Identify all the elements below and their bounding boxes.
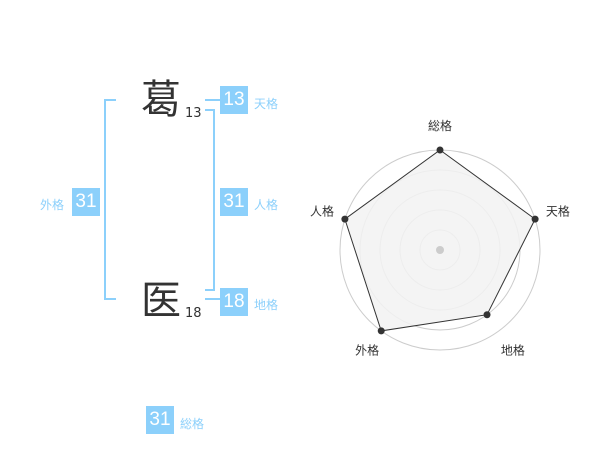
bracket-tick xyxy=(104,99,116,101)
jinkaku-label: 人格 xyxy=(254,198,279,212)
chikaku-label: 地格 xyxy=(254,298,279,312)
name-char-1: 葛 xyxy=(141,77,181,123)
radar-axis-label: 総格 xyxy=(428,118,452,133)
jinkaku-bracket-lower xyxy=(213,218,215,290)
jinkaku-bracket xyxy=(213,109,215,221)
radar-point xyxy=(483,311,491,319)
radar-axis-label: 地格 xyxy=(501,342,525,357)
stroke-count-2: 18 xyxy=(185,306,202,321)
radar-area xyxy=(344,149,536,332)
radar-axis-label: 天格 xyxy=(546,204,570,219)
radar-axis-label: 外格 xyxy=(355,342,379,357)
radar-center xyxy=(436,246,444,254)
name-char-2: 医 xyxy=(141,278,181,324)
soukaku-value: 31 xyxy=(146,406,174,434)
gaikaku-value: 31 xyxy=(72,188,100,216)
radar-point xyxy=(436,146,444,154)
chikaku-connector xyxy=(205,298,220,300)
stroke-count-1: 13 xyxy=(185,106,202,121)
tenkaku-connector xyxy=(205,99,220,101)
gaikaku-label: 外格 xyxy=(40,198,65,212)
jinkaku-value: 31 xyxy=(220,188,248,216)
tenkaku-label: 天格 xyxy=(254,97,279,111)
chikaku-value: 18 xyxy=(220,288,248,316)
soukaku-label: 総格 xyxy=(180,417,205,431)
bracket-tick xyxy=(205,109,215,111)
bracket-tick xyxy=(104,298,116,300)
bracket-tick xyxy=(205,289,215,291)
radar-axis-label: 人格 xyxy=(310,204,334,219)
tenkaku-value: 13 xyxy=(220,86,248,114)
gaikaku-bracket xyxy=(104,99,106,300)
radar-point xyxy=(377,327,385,335)
radar-point xyxy=(341,215,349,223)
radar-point xyxy=(531,215,539,223)
